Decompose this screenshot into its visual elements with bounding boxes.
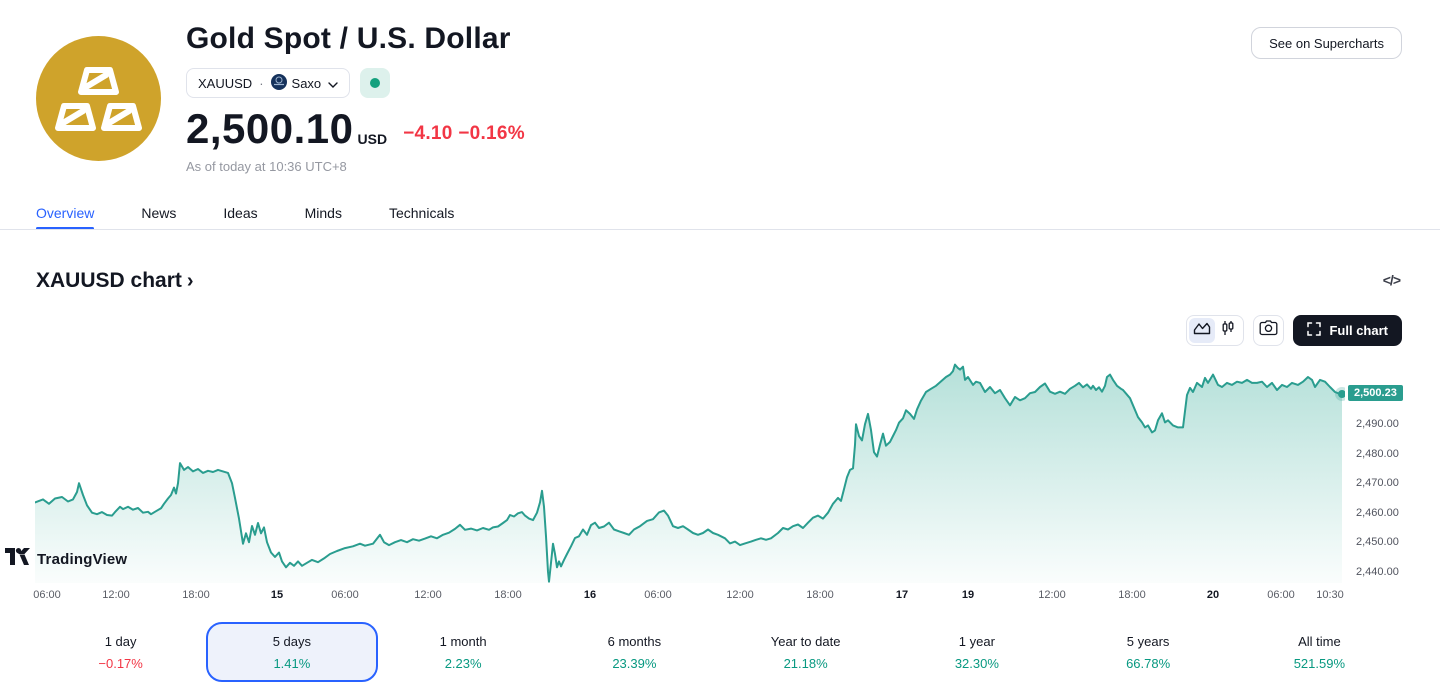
price-axis[interactable]: 2,490.00 2,480.00 2,470.00 2,460.00 2,450.00…: [1352, 355, 1440, 583]
snapshot-button[interactable]: [1253, 315, 1285, 346]
price-line: [35, 363, 1343, 583]
time-axis-label: 06:00: [331, 589, 359, 601]
full-chart-label: Full chart: [1329, 323, 1388, 338]
area-fill: [35, 364, 1342, 583]
price-currency: USD: [357, 131, 388, 147]
embed-code-icon[interactable]: </>: [1382, 272, 1401, 288]
price-axis-label: 2,440.00: [1356, 565, 1399, 578]
candlestick-icon: [1221, 320, 1235, 341]
period-button-6-months[interactable]: 6 months 23.39%: [549, 622, 720, 682]
page-tabs: Overview News Ideas Minds Technicals: [36, 205, 454, 230]
tab-news[interactable]: News: [141, 205, 177, 221]
tradingview-logo-icon: [5, 548, 30, 570]
tab-overview[interactable]: Overview: [36, 205, 95, 230]
tab-ideas[interactable]: Ideas: [223, 205, 258, 221]
full-chart-button[interactable]: Full chart: [1293, 315, 1402, 346]
period-change-value: −0.17%: [98, 655, 143, 671]
chevron-down-icon: [328, 76, 338, 91]
period-button-all-time[interactable]: All time 521.59%: [1234, 622, 1405, 682]
chart-toolbar: Full chart: [1186, 315, 1402, 346]
gold-logo: [36, 36, 161, 161]
symbol-header: Gold Spot / U.S. Dollar XAUUSD · Saxo 2,…: [186, 22, 525, 174]
chart-section-link[interactable]: XAUUSD chart ›: [36, 269, 194, 293]
fullscreen-icon: [1307, 322, 1322, 339]
market-status-chip: [360, 68, 391, 98]
page-title: Gold Spot / U.S. Dollar: [186, 22, 511, 55]
period-button-1-year[interactable]: 1 year 32.30%: [891, 622, 1062, 682]
tabs-divider: [0, 229, 1440, 230]
symbol-switcher[interactable]: XAUUSD · Saxo: [186, 68, 351, 98]
period-label: 6 months: [607, 633, 662, 649]
price-change: −4.10 −0.16%: [403, 123, 525, 144]
time-axis-label: 12:00: [1038, 589, 1066, 601]
candlestick-chart-type-button[interactable]: [1215, 318, 1241, 343]
period-label: All time: [1298, 633, 1341, 649]
price-axis-label: 2,470.00: [1356, 477, 1399, 490]
time-axis-label: 15: [270, 589, 284, 601]
time-axis-label: 18:00: [1118, 589, 1146, 601]
last-price-dot-icon: [1338, 390, 1345, 398]
period-label: Year to date: [770, 633, 841, 649]
period-label: 1 month: [439, 633, 487, 649]
price-axis-label: 2,480.00: [1356, 447, 1399, 460]
period-label: 1 year: [958, 633, 995, 649]
last-price-badge: 2,500.23: [1348, 385, 1403, 401]
time-axis-label: 16: [583, 589, 597, 601]
period-button-year-to-date[interactable]: Year to date 21.18%: [720, 622, 891, 682]
time-axis-label: 06:00: [33, 589, 61, 601]
time-axis-label: 18:00: [182, 589, 210, 601]
price-axis-label: 2,460.00: [1356, 506, 1399, 519]
price-axis-label: 2,450.00: [1356, 536, 1399, 549]
time-axis-label: 12:00: [726, 589, 754, 601]
time-axis-label: 18:00: [806, 589, 834, 601]
period-button-1-day[interactable]: 1 day −0.17%: [35, 622, 206, 682]
price-chart[interactable]: TradingView 2,490.00 2,480.00 2,470.00 2,46…: [0, 355, 1440, 605]
see-on-supercharts-button[interactable]: See on Supercharts: [1251, 27, 1402, 59]
chevron-right-icon: ›: [186, 270, 194, 292]
time-axis[interactable]: 06:00 12:00 18:00 15 06:00 12:00 18:00 16 06:00 1…: [33, 586, 1345, 604]
time-axis-label: 12:00: [414, 589, 442, 601]
exchange-name: Saxo: [291, 75, 322, 91]
period-button-5-days[interactable]: 5 days 1.41%: [206, 622, 378, 682]
period-change-value: 1.41%: [273, 655, 311, 671]
price-timestamp: As of today at 10:36 UTC+8: [186, 159, 347, 174]
period-change-value: 2.23%: [444, 655, 482, 671]
chart-section-title: XAUUSD chart: [36, 269, 182, 292]
period-selector: 1 day −0.17% 5 days 1.41% 1 month 2.23% 6 mont…: [35, 622, 1405, 682]
area-chart-icon: [1193, 321, 1211, 340]
time-axis-label: 17: [895, 589, 909, 601]
period-label: 5 days: [272, 633, 312, 649]
period-label: 1 day: [104, 633, 137, 649]
time-axis-label: 06:00: [644, 589, 672, 601]
period-label: 5 years: [1126, 633, 1170, 649]
period-change-value: 23.39%: [612, 655, 657, 671]
price-axis-label: 2,490.00: [1356, 418, 1399, 431]
separator-dot: ·: [259, 75, 264, 91]
tab-minds[interactable]: Minds: [304, 205, 342, 221]
area-chart-type-button[interactable]: [1189, 318, 1216, 343]
time-axis-label: 10:30: [1316, 589, 1344, 601]
time-axis-label: 19: [961, 589, 975, 601]
area-chart-plot[interactable]: [35, 355, 1345, 583]
camera-icon: [1259, 320, 1278, 341]
period-change-value: 21.18%: [783, 655, 828, 671]
period-change-value: 32.30%: [954, 655, 999, 671]
period-change-value: 521.59%: [1293, 655, 1346, 671]
time-axis-label: 06:00: [1267, 589, 1295, 601]
market-open-dot-icon: [370, 78, 381, 88]
period-button-5-years[interactable]: 5 years 66.78%: [1063, 622, 1234, 682]
period-button-1-month[interactable]: 1 month 2.23%: [378, 622, 549, 682]
tradingview-watermark: TradingView: [5, 548, 127, 570]
time-axis-label: 20: [1206, 589, 1220, 601]
watermark-label: TradingView: [37, 550, 128, 568]
time-axis-label: 18:00: [494, 589, 522, 601]
symbol-ticker: XAUUSD: [198, 75, 253, 91]
tab-technicals[interactable]: Technicals: [388, 205, 455, 221]
time-axis-label: 12:00: [102, 589, 130, 601]
period-change-value: 66.78%: [1126, 655, 1171, 671]
exchange-logo-icon: [270, 73, 287, 93]
chart-type-switcher: [1186, 315, 1245, 346]
last-price: 2,500.10: [186, 105, 354, 152]
